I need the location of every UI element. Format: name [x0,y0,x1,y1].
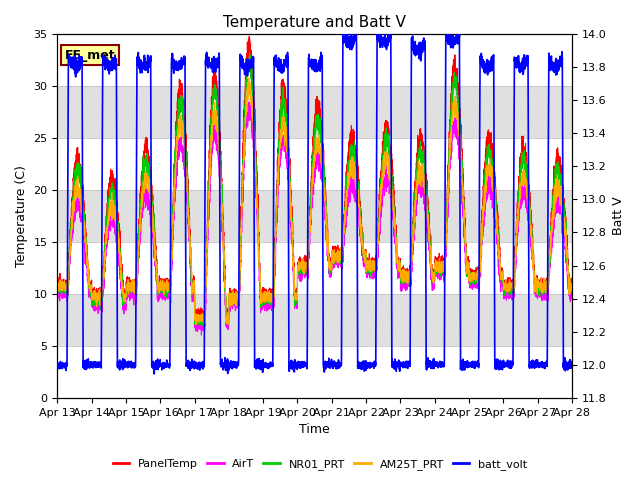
AM25T_PRT [568,283,576,288]
PanelTemp [401,271,409,276]
PanelTemp [430,266,438,272]
AirT [568,291,576,297]
AM25T_PRT [401,268,409,274]
PanelTemp [54,281,61,287]
X-axis label: Time: Time [300,423,330,436]
AirT [146,204,154,210]
batt_volt [54,361,61,367]
batt_volt [150,371,158,377]
PanelTemp [146,167,154,172]
batt_volt [296,365,303,371]
PanelTemp [246,33,253,39]
NR01_PRT [568,288,575,293]
AM25T_PRT [296,263,303,268]
AM25T_PRT [459,190,467,195]
Line: NR01_PRT: NR01_PRT [58,55,572,326]
Bar [58,190,572,242]
PanelTemp [296,255,303,261]
PanelTemp [459,172,467,178]
Bar [58,86,572,138]
NR01_PRT [568,282,576,288]
AM25T_PRT [146,191,154,196]
Y-axis label: Temperature (C): Temperature (C) [15,165,28,267]
AirT [198,332,205,338]
batt_volt [568,359,575,365]
AM25T_PRT [568,285,575,291]
PanelTemp [568,281,576,287]
Line: batt_volt: batt_volt [58,27,572,374]
AM25T_PRT [430,275,438,281]
AirT [296,268,303,274]
PanelTemp [224,319,232,325]
NR01_PRT [401,270,409,276]
NR01_PRT [459,187,467,193]
batt_volt [430,362,438,368]
Text: EE_met: EE_met [65,48,116,61]
AirT [54,294,61,300]
batt_volt [568,364,576,370]
Line: PanelTemp: PanelTemp [58,36,572,322]
batt_volt [401,361,409,367]
Legend: PanelTemp, AirT, NR01_PRT, AM25T_PRT, batt_volt: PanelTemp, AirT, NR01_PRT, AM25T_PRT, ba… [108,455,532,474]
Y-axis label: Batt V: Batt V [612,197,625,235]
NR01_PRT [54,290,61,296]
NR01_PRT [246,52,254,58]
NR01_PRT [296,264,303,270]
AM25T_PRT [54,281,61,287]
batt_volt [459,356,467,362]
AM25T_PRT [200,322,208,328]
Line: AirT: AirT [58,103,572,335]
Line: AM25T_PRT: AM25T_PRT [58,78,572,325]
batt_volt [146,59,154,65]
AirT [568,294,575,300]
AirT [430,282,438,288]
Title: Temperature and Batt V: Temperature and Batt V [223,15,406,30]
batt_volt [455,24,463,30]
Bar [58,294,572,346]
NR01_PRT [146,170,154,176]
AM25T_PRT [245,75,253,81]
AirT [459,212,467,218]
AirT [401,276,409,282]
NR01_PRT [430,275,438,281]
NR01_PRT [198,323,206,329]
AirT [245,100,253,106]
PanelTemp [568,275,575,281]
